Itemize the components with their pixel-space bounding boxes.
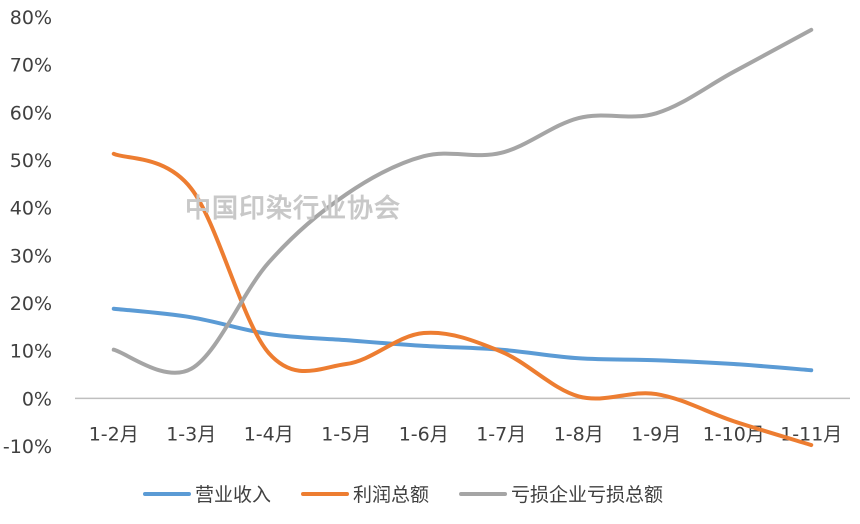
y-tick-label: -10% xyxy=(3,436,52,458)
series-line-2 xyxy=(111,27,814,375)
x-tick-label: 1-6月 xyxy=(399,423,449,445)
series-line-1 xyxy=(111,151,814,448)
x-tick-label: 1-11月 xyxy=(780,423,842,445)
y-tick-label: 50% xyxy=(10,150,52,172)
y-tick-label: 80% xyxy=(10,7,52,29)
y-tick-label: 20% xyxy=(10,293,52,315)
y-tick-label: 60% xyxy=(10,102,52,124)
series-line-0 xyxy=(111,306,814,373)
x-tick-label: 1-9月 xyxy=(631,423,681,445)
y-tick-label: 70% xyxy=(10,55,52,77)
y-tick-label: 0% xyxy=(22,388,52,410)
watermark-text: 中国印染行业协会 xyxy=(185,193,401,224)
y-tick-label: 30% xyxy=(10,245,52,267)
y-axis-tick-labels: 80% 70% 60% 50% 40% 30% 20% 10% 0% -10% xyxy=(3,7,52,458)
legend-label: 亏损企业亏损总额 xyxy=(511,484,663,506)
legend-label: 利润总额 xyxy=(353,484,429,506)
x-tick-label: 1-5月 xyxy=(321,423,371,445)
x-tick-label: 1-2月 xyxy=(89,423,139,445)
x-tick-label: 1-7月 xyxy=(476,423,526,445)
x-tick-label: 1-10月 xyxy=(703,423,765,445)
legend: 营业收入 利润总额 亏损企业亏损总额 xyxy=(143,484,663,506)
legend-label: 营业收入 xyxy=(195,484,271,506)
x-tick-label: 1-3月 xyxy=(166,423,216,445)
x-tick-label: 1-4月 xyxy=(244,423,294,445)
series-lines xyxy=(111,27,814,448)
x-axis-tick-labels: 1-2月 1-3月 1-4月 1-5月 1-6月 1-7月 1-8月 1-9月 1-10月 1-1… xyxy=(89,423,843,445)
y-tick-label: 10% xyxy=(10,341,52,363)
x-tick-label: 1-8月 xyxy=(554,423,604,445)
y-tick-label: 40% xyxy=(10,198,52,220)
